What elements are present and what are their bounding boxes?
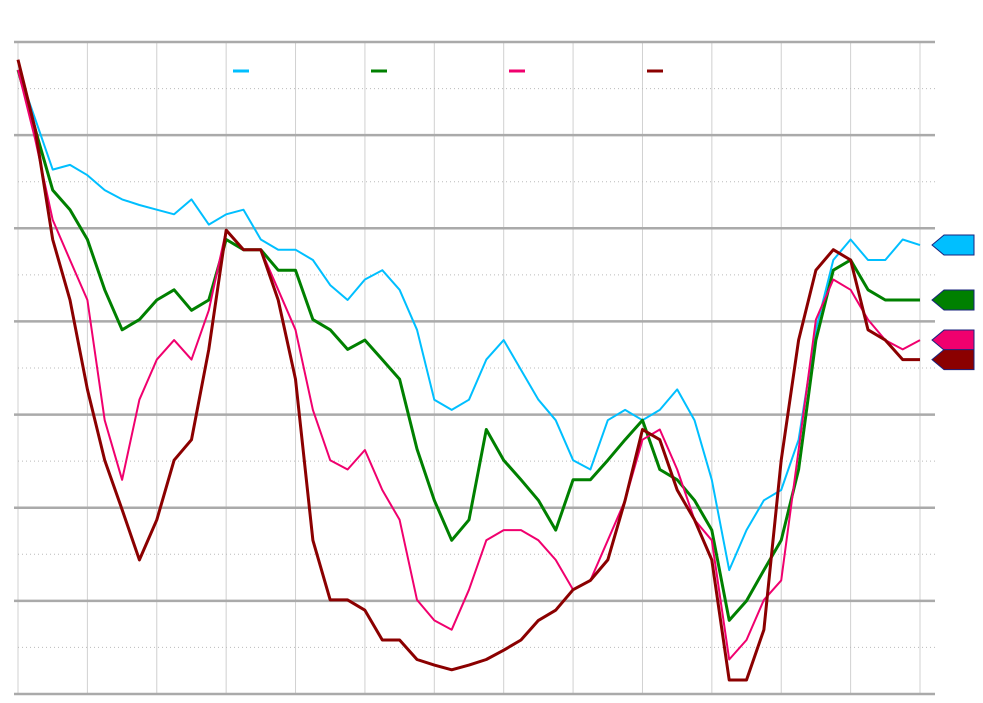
- series-line: [17, 69, 921, 572]
- series-line: [17, 69, 921, 661]
- series-line: [16, 59, 920, 682]
- series-line: [16, 69, 920, 622]
- end-flag: [931, 329, 975, 351]
- end-flag: [931, 289, 975, 311]
- end-flag: [931, 234, 975, 256]
- end-flag: [931, 349, 975, 371]
